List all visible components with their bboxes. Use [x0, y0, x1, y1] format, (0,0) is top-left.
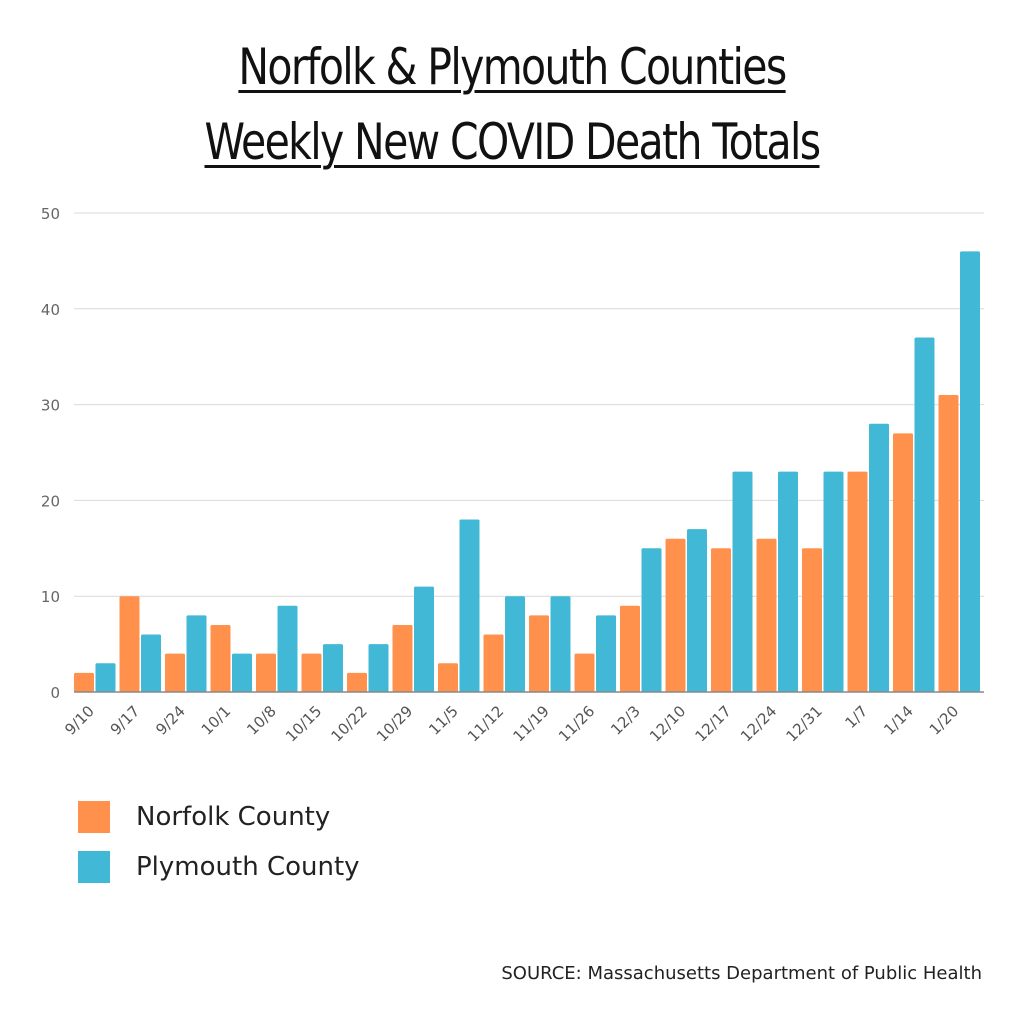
bar-norfolk — [74, 672, 94, 692]
bar-norfolk — [256, 653, 276, 692]
x-tick-label: 11/26 — [555, 702, 598, 745]
y-tick-label: 30 — [41, 397, 60, 415]
y-tick-label: 10 — [41, 588, 60, 606]
bar-norfolk — [438, 663, 458, 692]
bar-norfolk — [665, 538, 686, 692]
bar-norfolk — [529, 615, 549, 692]
x-tick-label: 10/1 — [198, 702, 235, 739]
x-tick-label: 11/19 — [510, 702, 553, 745]
bar-norfolk — [301, 653, 322, 692]
x-tick-label: 9/24 — [152, 702, 189, 739]
legend-swatch-norfolk — [78, 801, 110, 833]
bar-norfolk — [119, 596, 140, 692]
bar-plymouth — [869, 423, 889, 692]
bar-plymouth — [960, 251, 980, 692]
legend-item-plymouth: Plymouth County — [78, 851, 360, 883]
bar-plymouth — [95, 663, 116, 692]
bar-plymouth — [596, 615, 616, 692]
bar-plymouth — [459, 519, 480, 692]
bar-norfolk — [620, 605, 640, 692]
bar-norfolk — [574, 653, 595, 692]
bar-plymouth — [232, 653, 252, 692]
bar-plymouth — [732, 471, 753, 692]
bar-norfolk — [483, 634, 504, 692]
x-tick-label: 10/8 — [243, 702, 280, 739]
bar-plymouth — [414, 586, 434, 692]
bar-norfolk — [802, 548, 822, 692]
source-note: SOURCE: Massachusetts Department of Publ… — [501, 963, 982, 984]
x-tick-label: 1/14 — [880, 702, 917, 739]
bar-plymouth — [141, 634, 161, 692]
x-tick-label: 10/29 — [373, 702, 416, 745]
bar-plymouth — [505, 596, 525, 692]
bar-plymouth — [823, 471, 844, 692]
x-tick-label: 1/20 — [926, 702, 963, 739]
bar-plymouth — [641, 548, 662, 692]
legend-label-norfolk: Norfolk County — [136, 802, 331, 832]
x-tick-label: 12/17 — [692, 702, 735, 745]
bar-plymouth — [550, 596, 571, 692]
x-tick-label: 10/22 — [328, 702, 371, 745]
legend-swatch-plymouth — [78, 851, 110, 883]
bar-norfolk — [711, 548, 731, 692]
x-tick-label: 12/31 — [783, 702, 826, 745]
bar-plymouth — [687, 529, 707, 692]
bar-plymouth — [323, 644, 343, 692]
x-tick-label: 9/10 — [61, 702, 98, 739]
x-tick-label: 12/3 — [607, 702, 644, 739]
chart-title-line-2: Weekly New COVID Death Totals — [204, 113, 822, 171]
bar-plymouth — [368, 644, 389, 692]
bar-norfolk — [756, 538, 777, 692]
x-tick-label: 9/17 — [107, 702, 144, 739]
bar-plymouth — [277, 605, 298, 692]
bar-norfolk — [165, 653, 185, 692]
y-tick-label: 50 — [41, 205, 60, 223]
bar-norfolk — [347, 672, 367, 692]
y-tick-label: 40 — [41, 301, 60, 319]
x-tick-label: 10/15 — [282, 702, 325, 745]
legend-item-norfolk: Norfolk County — [78, 801, 330, 833]
y-tick-label: 20 — [41, 492, 60, 510]
bar-plymouth — [778, 471, 798, 692]
y-tick-label: 0 — [50, 684, 60, 702]
legend-label-plymouth: Plymouth County — [136, 852, 360, 882]
bar-norfolk — [210, 624, 231, 692]
bar-norfolk — [392, 624, 413, 692]
bar-norfolk — [847, 471, 868, 692]
x-tick-label: 11/12 — [464, 702, 507, 745]
bar-plymouth — [186, 615, 207, 692]
x-tick-label: 12/10 — [646, 702, 689, 745]
x-tick-label: 12/24 — [737, 702, 780, 745]
chart-title-line-1: Norfolk & Plymouth Counties — [238, 38, 787, 96]
x-tick-label: 11/5 — [425, 702, 462, 739]
bar-norfolk — [938, 395, 959, 692]
x-tick-label: 1/7 — [842, 702, 872, 732]
bar-norfolk — [893, 433, 913, 692]
bar-plymouth — [914, 337, 935, 692]
